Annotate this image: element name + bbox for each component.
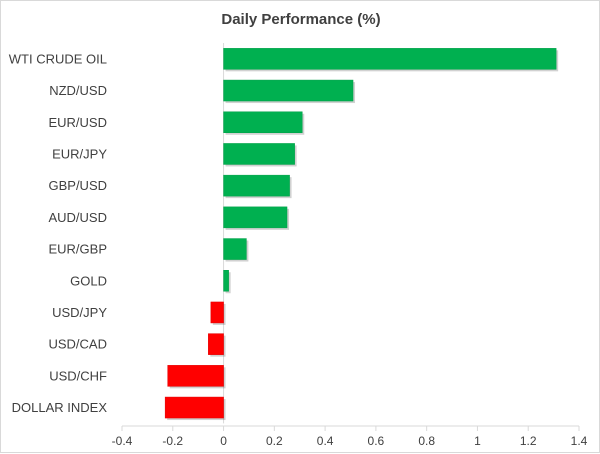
category-label: EUR/USD [48, 115, 107, 130]
bar-eur-usd [223, 111, 303, 133]
bar-gbp-usd [223, 174, 290, 197]
category-label: NZD/USD [49, 83, 107, 98]
bar-usd-jpy [210, 301, 224, 324]
category-label: USD/JPY [52, 305, 107, 320]
category-label: AUD/USD [48, 210, 107, 225]
x-tick-label: 1 [474, 434, 481, 448]
category-labels: WTI CRUDE OIL NZD/USD EUR/USD EUR/JPY GBP/US… [9, 51, 108, 415]
x-axis: -0.4 -0.2 0 0.2 0.4 0.6 0.8 1 1.2 1.4 [112, 425, 588, 448]
category-label: USD/CHF [49, 368, 107, 383]
category-label: DOLLAR INDEX [12, 400, 108, 415]
x-tick-label: 1.2 [520, 434, 537, 448]
x-tick-label: -0.2 [162, 434, 183, 448]
bar-eur-jpy [223, 143, 295, 165]
x-tick-label: 0 [220, 434, 227, 448]
category-label: EUR/JPY [52, 146, 107, 161]
bar-aud-usd [223, 206, 288, 229]
bar-usd-cad [208, 333, 224, 355]
x-tick-label: 0.2 [266, 434, 283, 448]
bar-eur-gbp [223, 238, 247, 260]
x-tick-label: -0.4 [112, 434, 133, 448]
bar-wti-crude-oil [223, 48, 557, 70]
x-tick-label: 0.4 [317, 434, 334, 448]
bar-dollar-index [164, 396, 224, 419]
bar-usd-chf [167, 365, 224, 387]
x-tick-label: 1.4 [571, 434, 588, 448]
category-label: EUR/GBP [48, 242, 107, 257]
bars-group [164, 43, 559, 424]
x-tick-label: 0.6 [368, 434, 385, 448]
bar-gold [223, 270, 229, 292]
category-label: WTI CRUDE OIL [9, 51, 107, 66]
x-tick-label: 0.8 [418, 434, 435, 448]
category-label: GOLD [70, 273, 107, 288]
chart-title: Daily Performance (%) [221, 11, 380, 28]
bar-nzd-usd [223, 79, 354, 102]
category-label: USD/CAD [48, 337, 107, 352]
category-label: GBP/USD [48, 178, 107, 193]
